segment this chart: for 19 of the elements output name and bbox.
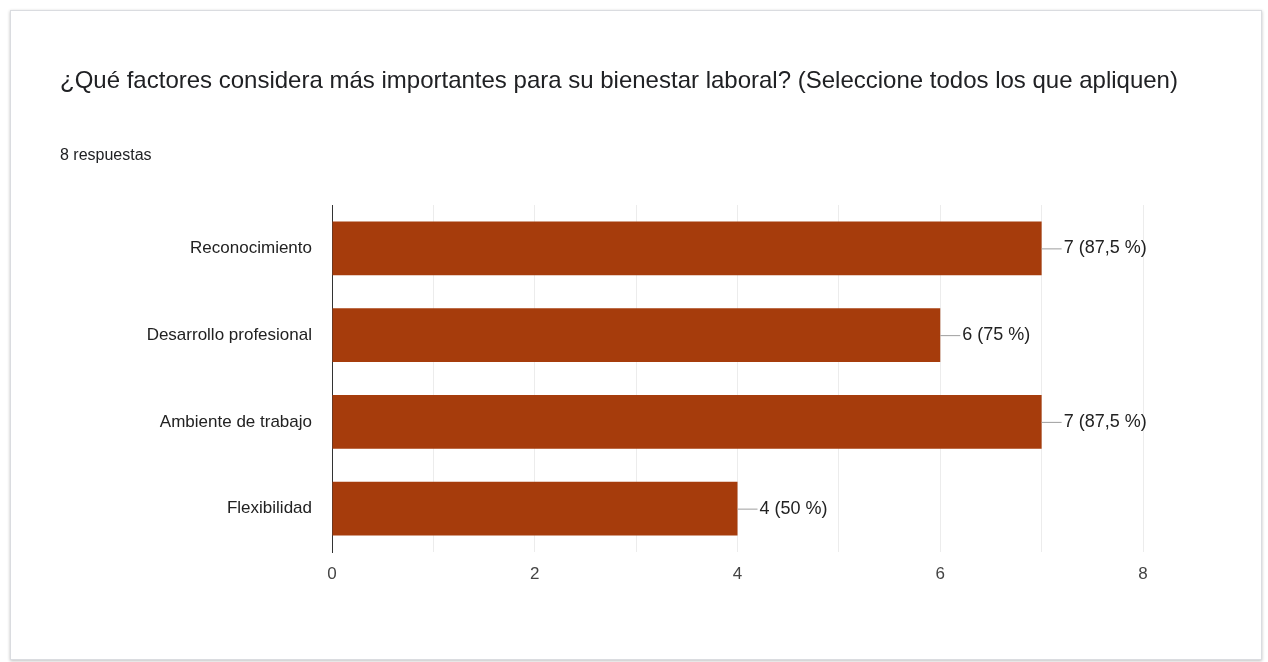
bar [332, 394, 1042, 449]
text: 8 respuestas [60, 146, 152, 164]
x-tick-label: 2 [530, 563, 540, 583]
data-label: 4 (50 %) [759, 497, 828, 518]
x-tick-label: 0 [327, 563, 337, 583]
data-label: 7 (87,5 %) [1063, 410, 1147, 431]
x-tick-label: 6 [935, 563, 945, 583]
bar [332, 481, 738, 536]
data-label: 6 (75 %) [962, 324, 1031, 345]
y-tick-label: Reconocimiento [190, 238, 312, 258]
y-tick-label: Desarrollo profesional [146, 324, 312, 344]
chart-title: ¿Qué factores considera más importantes para su bienestar laboral? (Seleccione todos los que apliquen) [60, 65, 1179, 95]
x-tick-label: 4 [732, 563, 743, 583]
y-tick-label: Flexibilidad [226, 498, 312, 518]
data-label: 7 (87,5 %) [1063, 237, 1147, 258]
x-tick-label: 8 [1138, 563, 1148, 583]
bar [332, 308, 941, 363]
bar [332, 221, 1042, 276]
y-tick-label: Ambiente de trabajo [159, 411, 312, 431]
